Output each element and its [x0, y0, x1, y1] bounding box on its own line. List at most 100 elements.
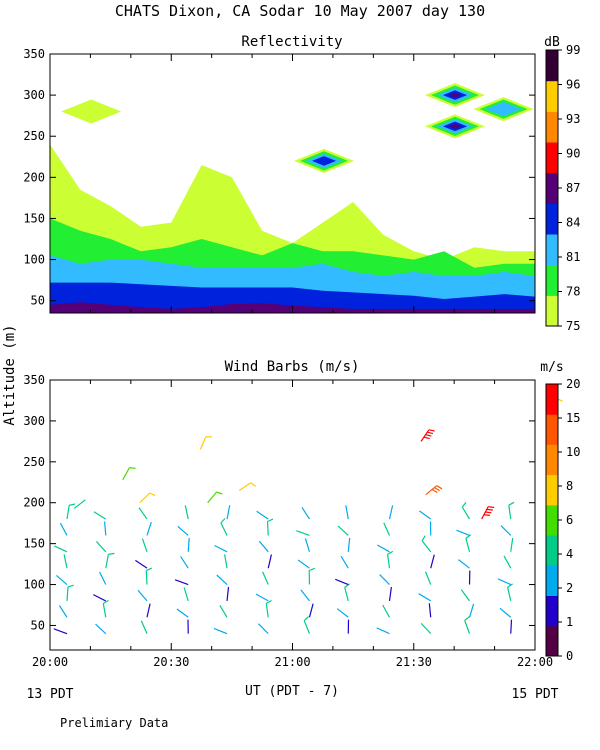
wind-barb-94 [500, 525, 512, 536]
wind-barb-flag-12 [108, 552, 115, 555]
wind-barb-40 [257, 623, 269, 635]
wind-xtick-label: 21:00 [274, 655, 310, 669]
wind-barb-89 [499, 607, 512, 618]
wind-barb-57 [336, 608, 349, 618]
wind-barb-103 [425, 485, 438, 496]
refl-colorbar-cell-5 [546, 142, 558, 174]
wind-barb-flag-77 [421, 535, 426, 542]
figure-title: CHATS Dixon, CA Sodar 10 May 2007 day 13… [115, 2, 485, 20]
wind-barb-flag-87 [461, 502, 467, 508]
wind-barb-48 [303, 620, 311, 634]
refl-colorbar-cell-2 [546, 234, 558, 266]
wind-barb-3 [56, 574, 68, 585]
wind-barb-flag-104 [486, 508, 493, 511]
wind-barb-67 [379, 574, 390, 585]
wind-barb-70 [383, 522, 391, 536]
wind-ytick-label: 50 [31, 618, 45, 632]
wind-colorbar-tick-label: 20 [566, 377, 580, 391]
wind-barb-flag-97 [129, 467, 136, 469]
wind-barb-30 [177, 525, 189, 536]
wind-barb-42 [255, 593, 269, 602]
wind-barb-96 [73, 499, 86, 509]
refl-colorbar-cell-3 [546, 203, 558, 235]
wind-barb-flag-101 [250, 482, 257, 487]
wind-barb-104 [481, 506, 489, 520]
refl-colorbar-tick-label: 99 [566, 43, 580, 57]
wind-barb-90 [507, 587, 512, 602]
wind-barb-flag-80 [464, 616, 470, 621]
wind-barb-6 [59, 522, 68, 536]
wind-barb-93 [510, 537, 514, 552]
wind-barb-20 [135, 559, 148, 569]
wind-ytick-label: 250 [23, 455, 45, 469]
wind-barb-26 [183, 587, 189, 602]
wind-barb-flag-51 [308, 567, 316, 572]
wind-barb-13 [95, 540, 107, 553]
refl-colorbar-cell-1 [546, 264, 558, 296]
wind-barb-5 [54, 545, 68, 553]
wind-barb-14 [104, 521, 107, 536]
wind-barb-43 [262, 571, 269, 585]
refl-colorbar-tick-label: 75 [566, 319, 580, 333]
refl-hotspot-4-level-0 [61, 99, 122, 124]
wind-barb-69 [377, 544, 390, 553]
wind-barb-76 [430, 554, 435, 569]
refl-colorbar-tick-label: 87 [566, 181, 580, 195]
wind-barb-86 [456, 529, 470, 537]
wind-barb-60 [340, 555, 349, 569]
wind-title: Wind Barbs (m/s) [225, 359, 360, 375]
wind-barb-52 [297, 559, 310, 569]
wind-barb-98 [139, 492, 151, 504]
wind-barb-46 [266, 521, 269, 536]
wind-barb-77 [421, 540, 432, 553]
wind-barb-58 [344, 587, 349, 602]
wind-ytick-label: 350 [23, 373, 45, 387]
wind-barb-flag-90 [507, 583, 513, 588]
wind-colorbar-tick-label: 2 [566, 581, 573, 595]
wind-barb-63 [345, 505, 349, 520]
wind-barb-flag-9 [102, 599, 109, 605]
wind-barb-75 [424, 571, 432, 585]
wind-colorbar-tick-label: 6 [566, 513, 573, 527]
wind-colorbar-cell-5 [546, 474, 558, 506]
wind-barb-84 [458, 559, 470, 569]
refl-hotspot-1-level-4 [448, 92, 461, 98]
refl-colorbar-tick-label: 78 [566, 285, 580, 299]
refl-colorbar-tick-label: 84 [566, 216, 580, 230]
wind-barb-flag-19 [146, 567, 153, 572]
wind-barb-7 [66, 505, 70, 520]
wind-barb-flag-102 [423, 436, 430, 440]
wind-barb-54 [296, 530, 310, 537]
wind-barb-37 [214, 544, 228, 553]
wind-colorbar-cell-0 [546, 625, 558, 657]
refl-colorbar-label: dB [544, 35, 560, 50]
wind-barb-49 [308, 603, 314, 618]
wind-barb-45 [258, 540, 269, 553]
refl-hotspot-0-level-3 [312, 156, 337, 166]
refl-ytick-label: 350 [23, 47, 45, 61]
wind-barb-59 [335, 578, 349, 586]
wind-colorbar-cell-7 [546, 414, 558, 445]
wind-barb-38 [220, 522, 228, 536]
refl-hotspot-3-level-2 [485, 101, 522, 117]
wind-frame [49, 379, 536, 651]
refl-ytick-label: 300 [23, 88, 45, 102]
refl-ytick-label: 50 [31, 294, 45, 308]
wind-colorbar: 0 1 2 4 6 8 10 15 20 [545, 377, 580, 663]
wind-barb-flag-104 [485, 511, 492, 514]
refl-colorbar-tick-label: 93 [566, 112, 580, 126]
wind-barb-35 [216, 574, 228, 585]
wind-barb-18 [137, 589, 148, 602]
wind-colorbar-cell-1 [546, 595, 558, 627]
wind-barb-21 [141, 538, 148, 553]
wind-barb-61 [347, 537, 351, 552]
wind-barb-95 [508, 505, 512, 520]
wind-xtick-label: 22:00 [517, 655, 553, 669]
x-axis-label: UT (PDT - 7) [245, 684, 339, 699]
refl-ytick-label: 250 [23, 129, 45, 143]
wind-barb-15 [93, 511, 107, 520]
wind-barb-9 [102, 603, 107, 618]
wind-barb-64 [376, 627, 390, 635]
wind-barb-68 [387, 554, 391, 569]
wind-barb-101 [238, 482, 252, 491]
